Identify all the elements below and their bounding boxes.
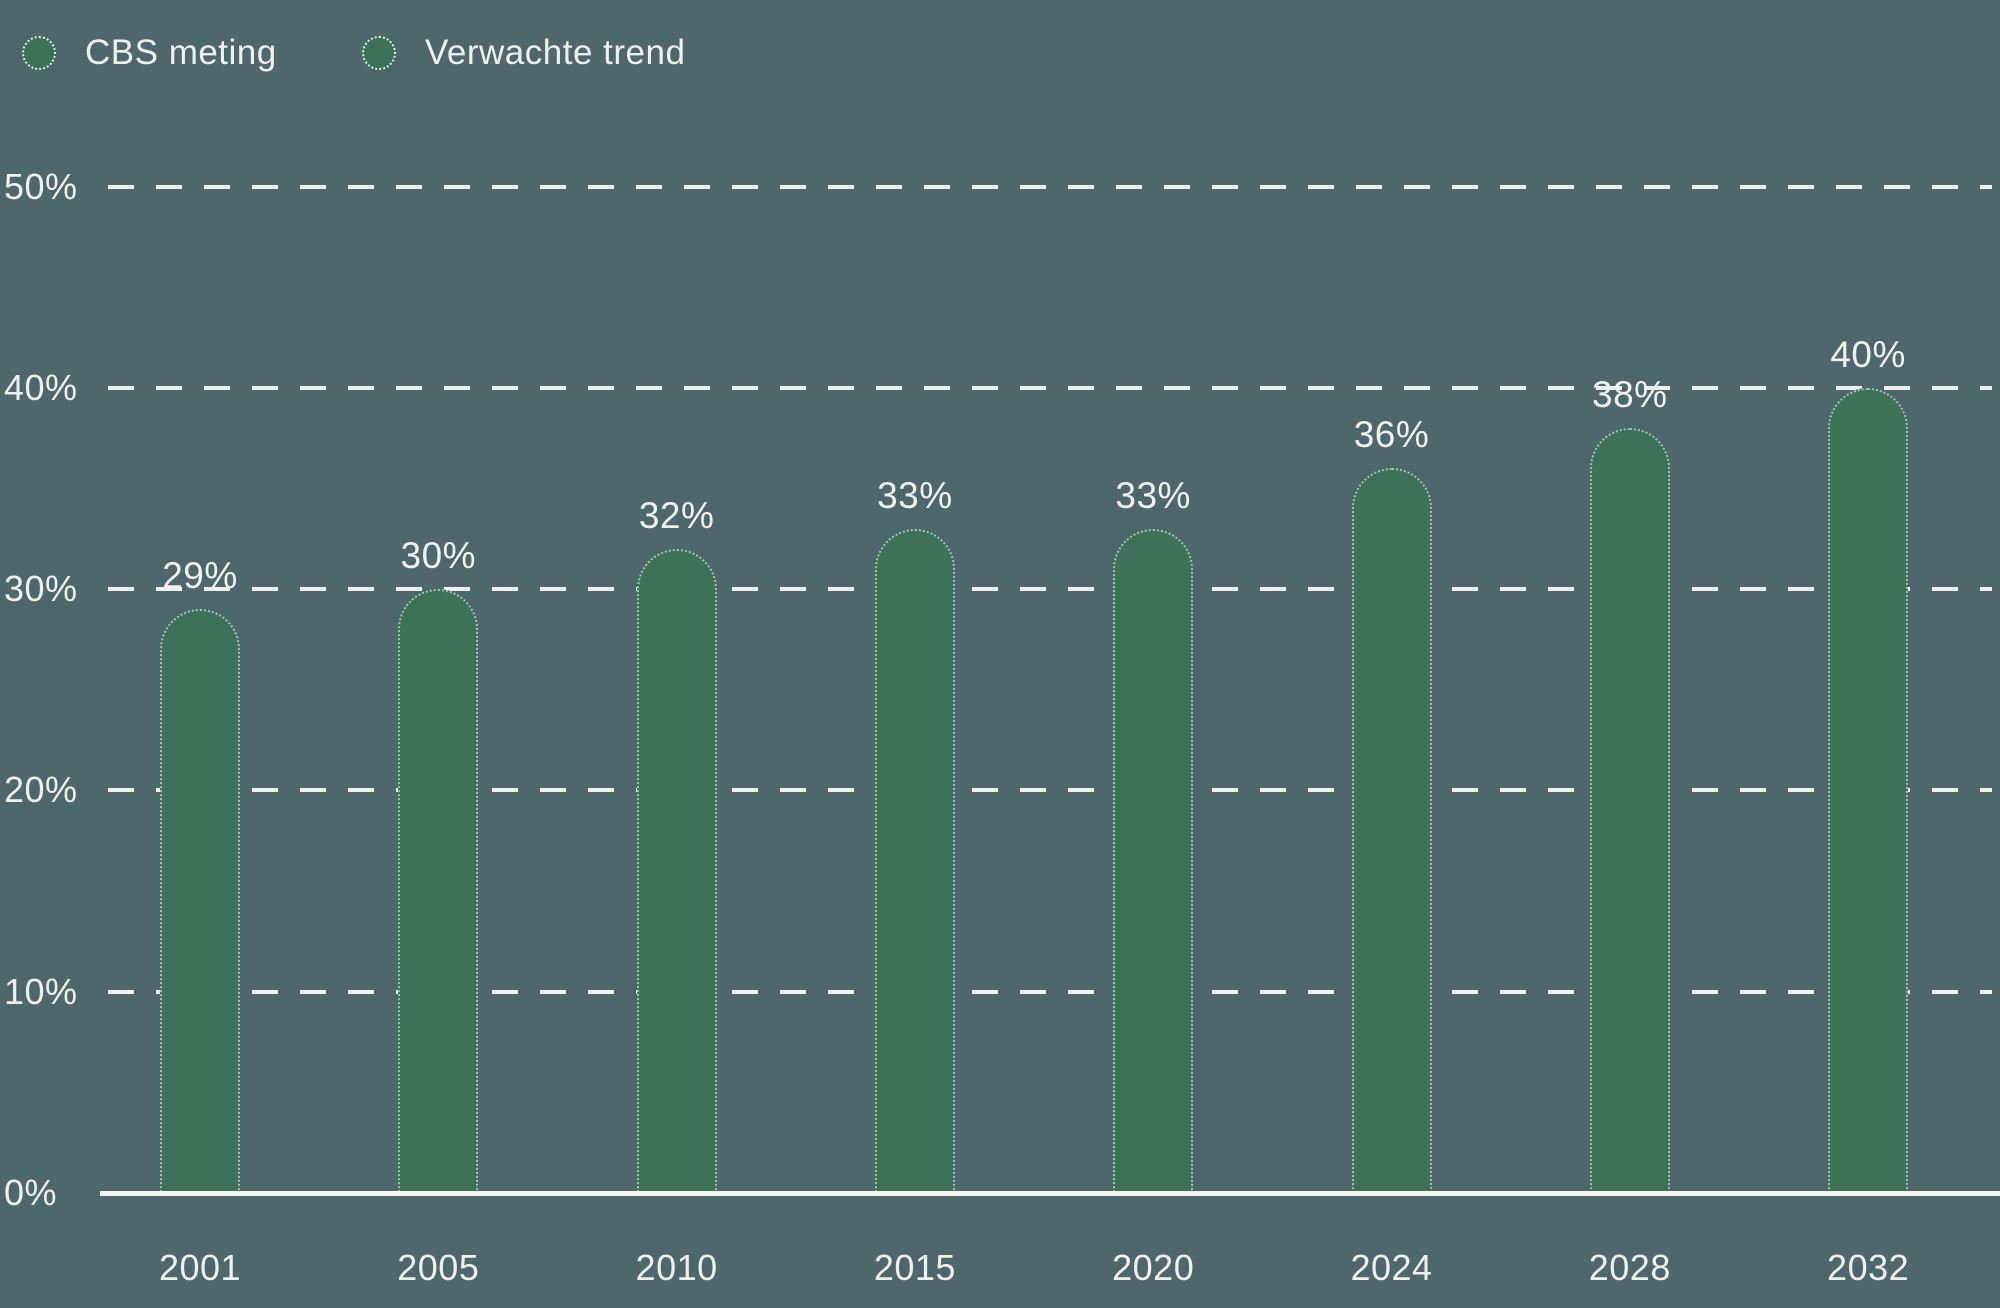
bar-2024 — [1351, 468, 1432, 1193]
x-tick-label: 2020 — [1112, 1247, 1195, 1288]
x-tick-label: 2010 — [635, 1247, 718, 1288]
x-tick-label: 2024 — [1350, 1247, 1433, 1288]
x-tick-label: 2032 — [1827, 1247, 1910, 1288]
legend-label: Verwachte trend — [425, 33, 686, 72]
bar-value-label: 30% — [400, 535, 477, 577]
x-tick-label: 2001 — [158, 1247, 242, 1288]
bar-2028 — [1589, 428, 1670, 1193]
x-tick-label: 2005 — [397, 1247, 480, 1288]
bar-value-label: 38% — [1592, 374, 1668, 416]
gridline — [108, 788, 1992, 793]
x-axis-baseline — [100, 1191, 2000, 1196]
legend-item-cbs-meting: CBS meting — [22, 33, 277, 73]
legend-label: CBS meting — [85, 33, 277, 72]
gridline — [108, 385, 1992, 390]
legend-item-verwachte-trend: Verwachte trend — [362, 33, 685, 73]
bar-value-label: 36% — [1353, 414, 1430, 456]
legend-dot-icon — [22, 36, 56, 70]
gridline — [108, 587, 1992, 592]
legend-dot-icon — [362, 36, 396, 70]
y-tick-label: 40% — [4, 366, 78, 408]
bar-value-label: 29% — [162, 555, 238, 597]
y-tick-label: 10% — [4, 970, 78, 1012]
bar-value-label: 33% — [877, 474, 953, 516]
bar-value-label: 33% — [1115, 474, 1191, 516]
bar-2010 — [636, 548, 717, 1193]
bar-2005 — [398, 589, 479, 1193]
y-tick-label: 50% — [4, 165, 78, 207]
gridline — [108, 184, 1992, 189]
bar-2015 — [874, 528, 955, 1193]
gridline — [108, 989, 1992, 994]
bar-value-label: 40% — [1830, 333, 1906, 375]
y-tick-label: 30% — [4, 568, 78, 610]
y-tick-label: 20% — [4, 769, 78, 811]
bar-2032 — [1828, 387, 1909, 1193]
bar-2001 — [160, 609, 240, 1193]
bar-2020 — [1113, 528, 1194, 1193]
x-tick-label: 2028 — [1588, 1247, 1671, 1288]
bar-value-label: 32% — [638, 494, 715, 536]
x-tick-label: 2015 — [873, 1247, 956, 1288]
y-tick-label: 0% — [4, 1172, 58, 1213]
